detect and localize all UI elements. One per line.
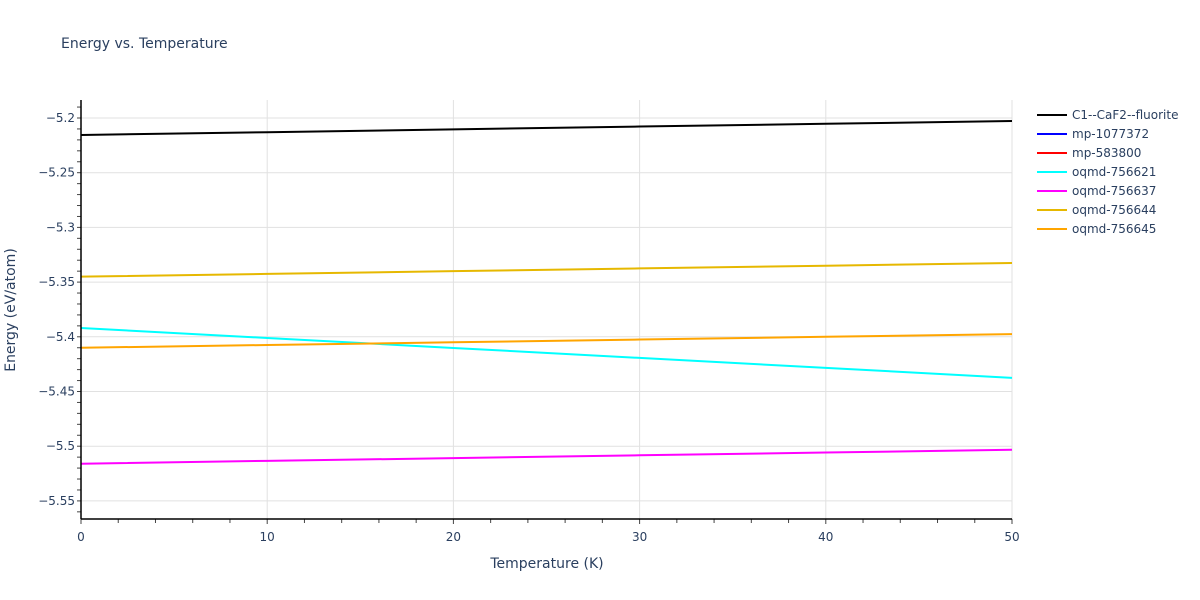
legend-label: oqmd-756621 <box>1072 164 1157 179</box>
x-tick-label: 0 <box>77 530 85 544</box>
x-axis-ticks: 0 10 20 30 40 50 <box>77 530 1019 544</box>
trace-oqmd-756644[interactable] <box>80 261 1013 278</box>
gridlines <box>81 100 1013 519</box>
legend-item[interactable]: C1--CaF2--fluorite <box>1037 105 1178 124</box>
trace-oqmd-756637[interactable] <box>80 448 1013 465</box>
data-traces <box>80 119 1013 465</box>
legend-line-icon <box>1037 189 1067 192</box>
x-tick-label: 50 <box>1004 530 1019 544</box>
legend-line-icon <box>1037 170 1067 173</box>
trace-oqmd-756621[interactable] <box>80 327 1013 379</box>
legend-line-icon <box>1037 227 1067 230</box>
trace-C1--CaF2--fluorite[interactable] <box>80 119 1013 136</box>
legend-label: oqmd-756645 <box>1072 221 1157 236</box>
legend-label: mp-1077372 <box>1072 126 1150 141</box>
trace-oqmd-756645[interactable] <box>80 333 1013 349</box>
y-tick-label: −5.35 <box>38 275 75 289</box>
x-tick-label: 10 <box>260 530 275 544</box>
legend-line-icon <box>1037 151 1067 154</box>
y-tick-label: −5.55 <box>38 494 75 508</box>
y-tick-label: −5.25 <box>38 166 75 180</box>
legend-item[interactable]: oqmd-756645 <box>1037 219 1178 238</box>
legend: C1--CaF2--fluorite mp-1077372 mp-583800 oqm… <box>1037 105 1178 238</box>
x-tick-label: 40 <box>818 530 833 544</box>
y-tick-label: −5.45 <box>38 385 75 399</box>
chart-title: Energy vs. Temperature <box>61 36 228 52</box>
x-tick-label: 20 <box>446 530 461 544</box>
legend-line-icon <box>1037 208 1067 211</box>
legend-item[interactable]: oqmd-756637 <box>1037 181 1178 200</box>
y-tick-label: −5.4 <box>46 330 75 344</box>
legend-label: mp-583800 <box>1072 145 1142 160</box>
y-tick-label: −5.2 <box>46 111 75 125</box>
legend-line-icon <box>1037 113 1067 116</box>
y-tick-label: −5.5 <box>46 439 75 453</box>
y-axis-title: Energy (eV/atom) <box>3 248 19 372</box>
legend-item[interactable]: oqmd-756644 <box>1037 200 1178 219</box>
legend-item[interactable]: oqmd-756621 <box>1037 162 1178 181</box>
legend-item[interactable]: mp-1077372 <box>1037 124 1178 143</box>
x-tick-label: 30 <box>632 530 647 544</box>
y-tick-label: −5.3 <box>46 220 75 234</box>
legend-label: oqmd-756637 <box>1072 183 1157 198</box>
legend-line-icon <box>1037 132 1067 135</box>
legend-label: C1--CaF2--fluorite <box>1072 107 1179 122</box>
y-axis-ticks: −5.2 −5.25 −5.3 −5.35 −5.4 −5.45 −5.5 −5.55 <box>38 111 75 508</box>
x-axis-title: Temperature (K) <box>489 556 603 572</box>
legend-item[interactable]: mp-583800 <box>1037 143 1178 162</box>
legend-label: oqmd-756644 <box>1072 202 1157 217</box>
axes <box>77 100 1013 524</box>
